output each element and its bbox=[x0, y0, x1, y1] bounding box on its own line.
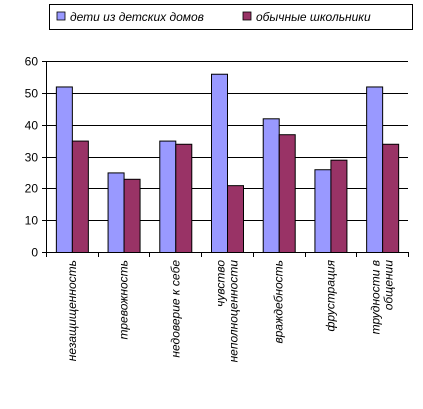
x-category-label-line: общении bbox=[382, 260, 396, 311]
bar-series-2 bbox=[278, 134, 296, 253]
bar-series-1 bbox=[262, 118, 280, 253]
bar-series-1 bbox=[314, 169, 332, 254]
x-category-label-line: неполноценности bbox=[227, 260, 241, 363]
bar-series-2 bbox=[71, 140, 89, 253]
bar-series-1 bbox=[55, 86, 73, 254]
legend-label-series-1: дети из детских домов bbox=[70, 10, 204, 24]
bar-series-1 bbox=[211, 73, 228, 253]
bar-series-1 bbox=[107, 172, 125, 254]
x-category-label: фрустрация bbox=[323, 259, 337, 331]
bar-series-2 bbox=[175, 143, 193, 253]
x-category-label-line: недоверие к себе bbox=[168, 260, 182, 358]
axes bbox=[46, 61, 409, 257]
bar-series-2 bbox=[227, 185, 244, 253]
legend-label-series-2: обычные школьники bbox=[256, 10, 371, 24]
x-category-label: тревожность bbox=[117, 260, 131, 339]
legend-swatch-series-1 bbox=[56, 11, 66, 21]
x-category-label: недоверие к себе bbox=[168, 260, 182, 358]
bar-series-1 bbox=[366, 86, 384, 254]
x-category-label-line: незащищенность bbox=[65, 260, 79, 361]
x-category-label: незащищенность bbox=[65, 260, 79, 361]
y-tick-label: 60 bbox=[25, 55, 39, 69]
x-category-label-line: фрустрация bbox=[323, 259, 337, 331]
bar-series-2 bbox=[382, 143, 400, 253]
y-tick-label: 0 bbox=[31, 246, 38, 260]
x-category-label-line: тревожность bbox=[117, 260, 131, 339]
x-category-label-line: трудности в bbox=[369, 260, 383, 334]
y-tick-label: 50 bbox=[25, 87, 39, 101]
legend-swatch-series-2 bbox=[242, 11, 252, 21]
bars bbox=[55, 73, 400, 254]
x-category-labels: незащищенность тревожность недоверие к себ… bbox=[65, 259, 396, 362]
legend-frame bbox=[49, 4, 413, 30]
x-category-label: трудности в общении bbox=[369, 260, 396, 335]
x-category-label-line: враждебность bbox=[272, 260, 286, 344]
y-tick-label: 20 bbox=[25, 182, 39, 196]
y-tick-label: 30 bbox=[25, 151, 39, 165]
bar-series-1 bbox=[159, 140, 177, 253]
y-tick-label: 40 bbox=[25, 119, 39, 133]
x-category-label: чувство неполноценности bbox=[214, 260, 241, 363]
bar-series-2 bbox=[330, 159, 348, 253]
bar-series-2 bbox=[123, 178, 141, 254]
legend: дети из детских домов обычные школьники bbox=[49, 4, 413, 30]
y-tick-label: 10 bbox=[25, 214, 39, 228]
y-tick-labels: 0 10 20 30 40 50 60 bbox=[25, 55, 46, 260]
x-category-label-line: чувство bbox=[214, 260, 228, 307]
x-category-label: враждебность bbox=[272, 260, 286, 344]
